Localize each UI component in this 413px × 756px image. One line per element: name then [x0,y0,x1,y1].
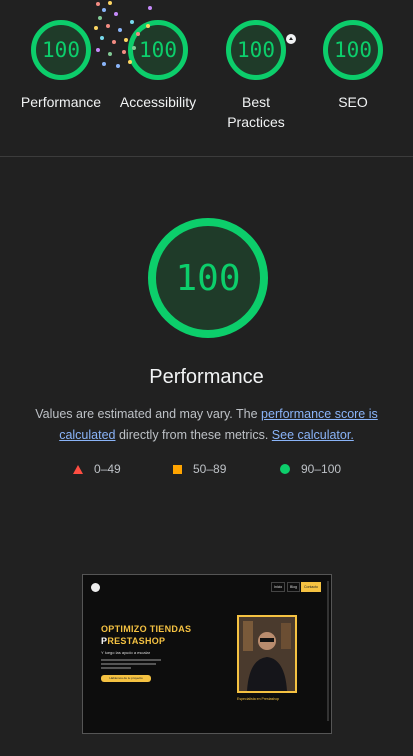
see-calculator-link[interactable]: See calculator. [271,428,354,442]
final-screenshot[interactable]: Inicio Blog Contacto OPTIMIZO TIENDAS PR… [82,574,332,734]
thumb-scrollbar [327,581,329,721]
desc-middle: directly from these metrics. [115,428,272,442]
performance-description: Values are estimated and may vary. The p… [10,404,403,446]
gauge-performance-score: 100 [31,20,91,80]
score-calculated-link[interactable]: performance score is calculated [59,407,378,442]
gauge-accessibility-score: 100 [128,20,188,80]
thumb-text-line [101,667,131,669]
thumb-nav-blog: Blog [287,582,301,592]
gauge-seo[interactable]: 100 SEO [305,0,401,112]
legend-average-label: 50–89 [193,462,227,476]
gauge-accessibility[interactable]: 100 Accessibility [110,0,206,112]
performance-score-gauge: 100 [148,218,268,338]
legend-fail-label: 0–49 [94,462,121,476]
thumb-cta-button: Hablemos de tu proyecto [101,675,151,682]
gauge-best-practices-score: 100 [226,20,286,80]
square-icon [173,464,182,474]
desc-prefix: Values are estimated and may vary. The [35,407,262,421]
legend-pass: 90–100 [280,462,341,476]
thumb-caption: Especialista en Prestashop [237,697,280,701]
legend-fail: 0–49 [73,462,121,476]
portrait-illustration [239,617,295,691]
thumb-text-line [101,663,156,665]
legend-pass-label: 90–100 [301,462,342,476]
performance-title: Performance [149,366,264,388]
circle-icon [280,464,290,474]
gauge-best-practices[interactable]: 100 Best Practices [208,0,304,132]
thumb-subtitle: Y luego las ayudo a escalar [101,650,151,655]
info-badge-icon [286,34,296,44]
thumb-hero-rest: RESTASHOP [107,636,166,646]
thumb-hero-p: P [101,636,108,646]
thumb-hero-line2: PRESTASHOP [101,636,165,646]
gauge-best-practices-label: Best Practices [227,94,285,130]
thumb-text-line [101,659,161,661]
gauge-seo-score: 100 [323,20,383,80]
confetti-decoration [94,1,152,68]
thumb-nav-contacto: Contacto [301,582,322,592]
gauge-performance-label: Performance [20,94,102,110]
gauge-seo-label: SEO [338,94,368,110]
legend-average: 50–89 [173,462,226,476]
triangle-icon [73,464,83,474]
gauge-performance[interactable]: 100 Performance [13,0,109,112]
gauge-accessibility-label: Accessibility [119,94,197,110]
thumb-portrait-image [237,615,297,693]
site-logo-icon [91,583,100,592]
thumb-hero-line1: OPTIMIZO TIENDAS [101,624,192,634]
thumb-nav-inicio: Inicio [271,582,286,592]
summary-gauges: 100 Performance 100 Accessibility 100 Be… [0,0,413,157]
